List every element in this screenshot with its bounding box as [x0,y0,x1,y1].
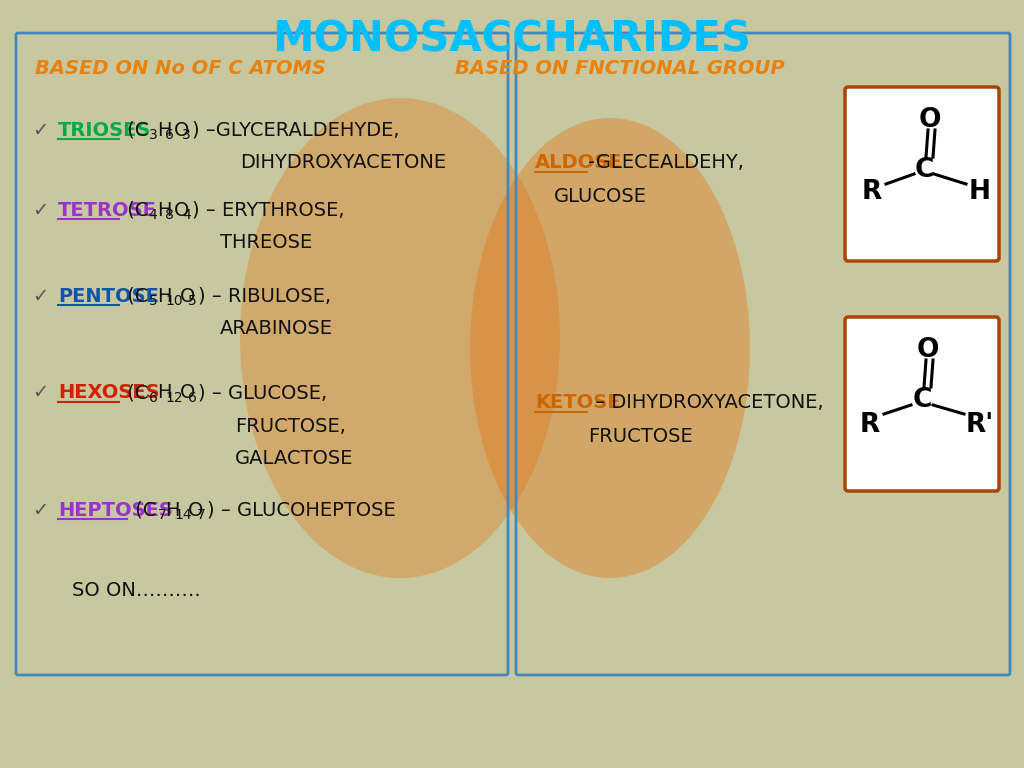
Text: 5: 5 [148,294,158,308]
Text: O: O [173,200,188,220]
Text: TETROSE: TETROSE [58,200,157,220]
Text: FRUCTOSE,: FRUCTOSE, [234,416,346,435]
Text: ALDOSE: ALDOSE [535,154,623,173]
Text: KETOSE: KETOSE [535,393,621,412]
Text: BASED ON No OF C ATOMS: BASED ON No OF C ATOMS [35,58,326,78]
Text: ) – ERYTHROSE,: ) – ERYTHROSE, [193,200,345,220]
Text: TRIOSES: TRIOSES [58,121,152,140]
Text: O: O [173,121,188,140]
Text: C: C [912,387,932,413]
Text: O: O [188,501,204,519]
Text: PENTOSE: PENTOSE [58,286,159,306]
Text: ) – RIBULOSE,: ) – RIBULOSE, [199,286,332,306]
FancyBboxPatch shape [845,317,999,491]
Text: R: R [860,412,880,438]
Text: 14: 14 [174,508,191,522]
FancyBboxPatch shape [845,87,999,261]
Text: 5: 5 [188,294,197,308]
Text: (C: (C [121,121,148,140]
Text: C: C [914,157,934,183]
Text: ✓: ✓ [32,501,48,519]
Text: DIHYDROXYACETONE: DIHYDROXYACETONE [240,154,446,173]
Text: H: H [157,200,171,220]
Text: BASED ON FNCTIONAL GROUP: BASED ON FNCTIONAL GROUP [456,58,784,78]
Text: H: H [157,286,171,306]
Text: H: H [969,179,991,205]
Text: (C: (C [121,286,148,306]
Text: 7: 7 [197,508,206,522]
Text: (C: (C [121,383,148,402]
Text: H: H [157,383,171,402]
Text: O: O [916,337,939,363]
Text: (C: (C [121,200,148,220]
Text: H: H [157,121,171,140]
Text: ) –GLYCERALDEHYDE,: ) –GLYCERALDEHYDE, [193,121,399,140]
Text: SO ON……….: SO ON………. [72,581,201,600]
Text: 3: 3 [182,128,190,142]
Text: 12: 12 [166,391,183,405]
Text: ARABINOSE: ARABINOSE [220,319,333,339]
Text: R: R [862,179,882,205]
Text: ) – GLUCOHEPTOSE: ) – GLUCOHEPTOSE [207,501,395,519]
Text: HEXOSES: HEXOSES [58,383,160,402]
Text: – DIHYDROXYACETONE,: – DIHYDROXYACETONE, [589,393,823,412]
Text: MONOSACCHARIDES: MONOSACCHARIDES [272,19,752,61]
Text: GALACTOSE: GALACTOSE [234,449,353,468]
Text: 6: 6 [166,128,174,142]
Text: 3: 3 [148,128,158,142]
Text: ✓: ✓ [32,121,48,140]
Text: 6: 6 [188,391,197,405]
Text: 7: 7 [158,508,166,522]
Text: 4: 4 [148,208,158,222]
Text: ✓: ✓ [32,200,48,220]
Text: 10: 10 [166,294,183,308]
Text: O: O [179,383,195,402]
Text: 4: 4 [182,208,190,222]
Ellipse shape [240,98,560,578]
Text: O: O [919,107,941,133]
Text: (C: (C [129,501,157,519]
Text: HEPTOSES: HEPTOSES [58,501,173,519]
Text: ✓: ✓ [32,383,48,402]
Text: FRUCTOSE: FRUCTOSE [588,426,692,445]
Text: ✓: ✓ [32,286,48,306]
Text: -GLECEALDEHY,: -GLECEALDEHY, [588,154,744,173]
Text: ) – GLUCOSE,: ) – GLUCOSE, [199,383,328,402]
Text: 8: 8 [166,208,174,222]
Text: THREOSE: THREOSE [220,233,312,253]
Ellipse shape [470,118,750,578]
Text: 6: 6 [148,391,158,405]
Text: GLUCOSE: GLUCOSE [554,187,646,206]
Text: O: O [179,286,195,306]
Text: H: H [166,501,180,519]
Text: R': R' [966,412,994,438]
